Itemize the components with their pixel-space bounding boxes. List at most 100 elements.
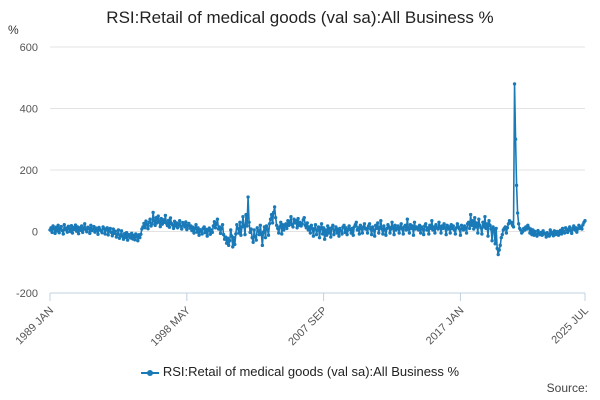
- data-point: [296, 216, 300, 221]
- data-point: [171, 226, 176, 231]
- data-point: [487, 219, 491, 223]
- data-point: [324, 233, 329, 237]
- data-point: [289, 215, 293, 219]
- data-point: [153, 223, 157, 228]
- data-point: [309, 223, 314, 228]
- data-point: [376, 221, 380, 225]
- data-point: [418, 231, 423, 235]
- data-point: [433, 231, 437, 235]
- data-point: [220, 223, 225, 227]
- data-point: [388, 231, 392, 235]
- data-point: [430, 219, 434, 223]
- data-point: [500, 232, 504, 237]
- data-point: [312, 227, 317, 231]
- data-point: [65, 230, 70, 234]
- data-point: [213, 226, 218, 230]
- axes: [49, 292, 586, 301]
- data-point: [166, 218, 171, 223]
- data-point: [229, 228, 233, 232]
- data-point: [347, 224, 351, 228]
- data-point: [390, 220, 394, 224]
- y-tick-label: 400: [20, 104, 38, 116]
- data-point: [473, 215, 477, 220]
- axis-labels: -200 0 200 400 600% 1989 JAN 1998 MAY 2007 SEP 2…: [8, 23, 591, 349]
- data-point: [468, 212, 473, 217]
- data-point: [96, 232, 100, 236]
- data-point: [129, 231, 134, 236]
- data-point: [295, 226, 299, 230]
- data-point: [354, 220, 358, 224]
- data-point: [133, 238, 137, 242]
- data-point: [489, 227, 493, 231]
- data-point: [302, 215, 306, 220]
- data-point: [447, 225, 451, 229]
- data-point: [152, 219, 156, 223]
- data-point: [190, 228, 194, 233]
- data-point: [315, 228, 320, 232]
- data-point: [498, 243, 502, 248]
- data-point: [439, 231, 443, 235]
- data-point: [420, 227, 425, 231]
- data-point: [344, 226, 348, 230]
- data-point: [144, 219, 148, 223]
- data-point: [371, 228, 376, 232]
- data-point: [177, 219, 182, 223]
- data-point: [349, 231, 353, 235]
- legend-dot-swatch: [146, 369, 153, 376]
- data-point: [442, 222, 446, 226]
- data-point: [380, 227, 384, 231]
- data-point: [244, 212, 248, 217]
- data-point: [329, 235, 333, 239]
- data-point: [472, 227, 476, 231]
- data-point: [575, 230, 579, 234]
- data-point: [459, 223, 464, 228]
- data-point: [50, 230, 54, 235]
- data-point: [365, 231, 370, 235]
- data-point: [271, 210, 276, 215]
- data-point: [358, 223, 363, 228]
- data-point: [481, 220, 485, 224]
- data-point: [377, 231, 381, 235]
- data-point: [475, 221, 479, 225]
- data-point: [340, 232, 344, 236]
- data-point: [479, 226, 483, 230]
- data-point: [483, 215, 487, 219]
- data-point: [488, 223, 492, 228]
- data-point: [381, 232, 385, 236]
- data-point: [78, 228, 83, 232]
- data-point: [267, 222, 272, 226]
- data-point: [362, 222, 367, 226]
- data-point: [168, 216, 173, 220]
- data-point: [356, 226, 361, 230]
- data-point: [580, 227, 584, 231]
- data-point: [477, 217, 481, 221]
- data-point: [246, 195, 250, 199]
- data-point: [215, 217, 220, 221]
- legend[interactable]: RSI:Retail of medical goods (val sa):All…: [0, 364, 600, 379]
- data-point: [333, 228, 337, 232]
- data-point: [424, 222, 428, 226]
- data-point: [210, 230, 215, 235]
- data-point: [241, 215, 245, 219]
- data-point: [544, 235, 548, 239]
- data-point: [254, 238, 258, 242]
- data-point: [114, 235, 119, 239]
- data-point: [226, 243, 231, 248]
- data-point: [176, 222, 181, 226]
- data-point: [278, 225, 282, 229]
- data-point: [467, 226, 472, 231]
- data-point: [264, 224, 269, 228]
- data-point: [184, 220, 188, 224]
- data-point: [195, 230, 199, 234]
- data-point: [123, 235, 128, 240]
- data-point: [403, 223, 408, 228]
- data-point: [57, 231, 61, 235]
- data-point: [193, 227, 197, 231]
- data-point: [119, 229, 124, 233]
- data-point: [200, 232, 204, 236]
- data-point: [256, 229, 260, 233]
- data-point: [134, 232, 138, 236]
- legend-label: RSI:Retail of medical goods (val sa):All…: [162, 364, 460, 379]
- data-point: [146, 227, 150, 231]
- data-point: [70, 231, 75, 235]
